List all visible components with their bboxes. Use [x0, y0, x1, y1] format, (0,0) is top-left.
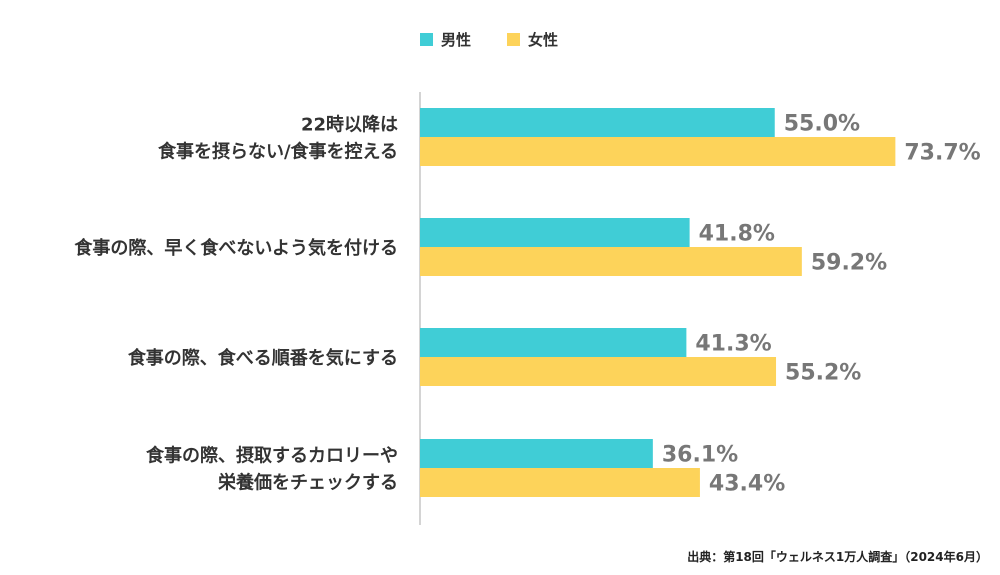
category-label-1-line-2: 食事を摂らない/食事を控える	[157, 141, 398, 163]
data-label-female-2: 59.2%	[811, 251, 887, 276]
bar-female-1	[420, 137, 896, 166]
bar-female-4	[420, 468, 700, 497]
bar-male-3	[420, 328, 687, 357]
data-label-female-1: 73.7%	[904, 141, 980, 166]
data-label-male-1: 55.0%	[784, 112, 860, 137]
legend-label-male: 男性	[441, 31, 472, 49]
category-label-1-line-1: 22時以降は	[301, 114, 398, 136]
bar-male-1	[420, 108, 775, 137]
source-note: 出典：第18回「ウェルネス1万人調査」（2024年6月）	[687, 550, 988, 564]
legend-label-female: 女性	[528, 31, 559, 49]
legend-swatch-female	[507, 33, 521, 46]
category-label-4-line-2: 栄養価をチェックする	[217, 472, 398, 494]
data-label-female-3: 55.2%	[785, 361, 861, 386]
bar-male-2	[420, 218, 690, 247]
category-label-3: 食事の際、食べる順番を気にする	[127, 347, 398, 369]
data-label-male-2: 41.8%	[699, 222, 775, 247]
category-label-4-line-1: 食事の際、摂取するカロリーや	[145, 445, 398, 467]
data-label-male-4: 36.1%	[662, 443, 738, 468]
bar-male-4	[420, 439, 653, 468]
bar-female-3	[420, 357, 777, 386]
legend: 男性 女性	[420, 29, 558, 50]
category-label-2: 食事の際、早く食べないよう気を付ける	[73, 237, 398, 259]
legend-item-male: 男性	[420, 29, 471, 50]
legend-swatch-male	[420, 33, 433, 46]
bar-female-2	[420, 247, 802, 276]
data-label-female-4: 43.4%	[709, 472, 785, 497]
legend-item-female: 女性	[507, 29, 558, 50]
data-label-male-3: 41.3%	[695, 332, 771, 357]
